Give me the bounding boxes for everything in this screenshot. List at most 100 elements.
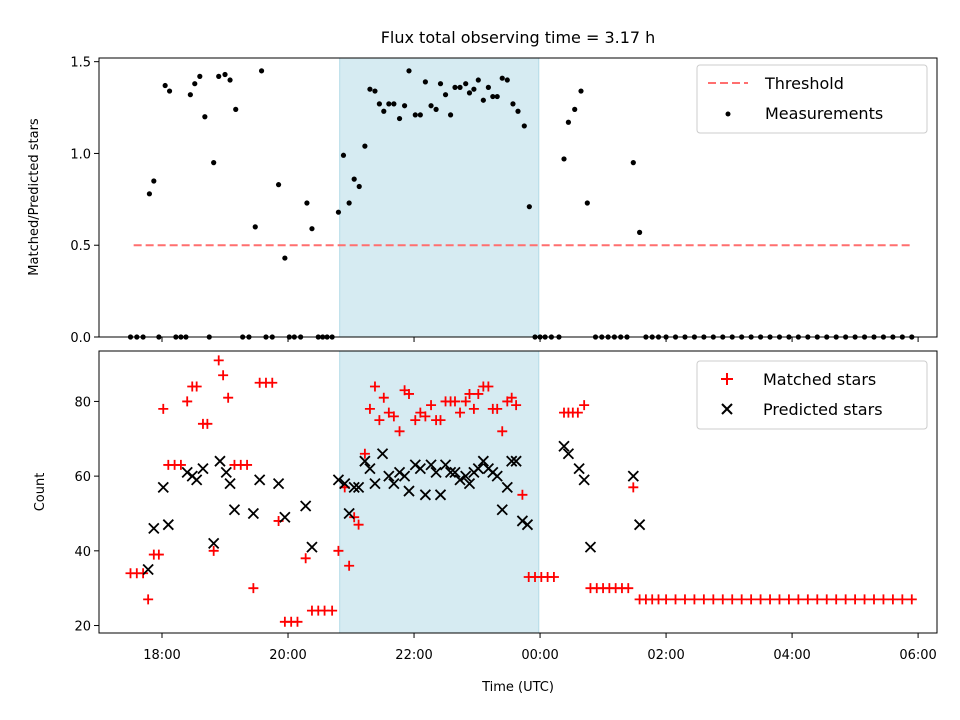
predicted-star-point <box>300 500 312 512</box>
bottom-legend-box <box>696 360 928 430</box>
bottom-panel: 20 40 60 80 18:00 20:00 22:00 00:00 02:00 04:00 0… <box>33 350 938 695</box>
matched-star-point <box>783 594 794 605</box>
matched-star-point <box>460 396 471 407</box>
predicted-star-point <box>393 466 406 479</box>
predicted-star-point <box>364 463 376 475</box>
matched-star-point <box>202 418 213 429</box>
measurement-point <box>578 88 584 94</box>
predicted-star-point <box>181 466 193 479</box>
matched-star-point <box>223 392 234 403</box>
matched-star-point <box>138 568 149 579</box>
matched-star-point <box>403 388 414 399</box>
matched-star-point <box>689 594 700 605</box>
matched-star-point <box>497 426 508 437</box>
bottom-xtick-label: 04:00 <box>773 648 810 663</box>
matched-star-point <box>679 594 690 605</box>
matched-star-point <box>717 594 728 605</box>
predicted-star-point <box>439 459 452 471</box>
top-ytick-label: 0.5 <box>70 239 91 254</box>
predicted-star-point <box>359 455 371 467</box>
top-x-axis <box>161 337 919 342</box>
matched-star-point <box>182 396 193 407</box>
matched-star-point <box>878 594 889 605</box>
matched-star-point <box>821 594 832 605</box>
measurement-point <box>526 204 532 210</box>
measurement-point <box>351 176 357 182</box>
predicted-star-point <box>409 459 421 471</box>
matched-star-point <box>765 594 776 605</box>
predicted-star-point <box>403 485 415 497</box>
predicted-star-point <box>454 474 466 486</box>
top-legend-box <box>696 64 928 134</box>
measurement-point <box>494 93 500 100</box>
legend-predicted-label: Predicted stars <box>763 400 883 419</box>
matched-star-point <box>248 583 259 594</box>
matched-star-point <box>906 594 917 605</box>
predicted-star-point <box>506 455 518 467</box>
measurement-point <box>412 112 418 118</box>
matched-star-point <box>579 400 590 411</box>
predicted-star-point <box>220 466 232 479</box>
measurement-point <box>452 84 458 90</box>
matched-star-point <box>369 381 380 392</box>
legend-threshold-label: Threshold <box>764 74 844 93</box>
matched-star-point <box>383 407 394 418</box>
measurement-point <box>367 86 373 92</box>
predicted-star-point <box>501 481 513 493</box>
measurement-point <box>437 81 444 87</box>
matched-star-point <box>158 403 169 414</box>
measurement-point <box>162 82 168 89</box>
measurement-point <box>490 93 496 100</box>
matched-star-point <box>887 594 898 605</box>
legend-measurements-swatch <box>725 111 731 117</box>
bottom-xtick-label: 02:00 <box>647 648 684 663</box>
matched-star-point <box>628 482 639 493</box>
matched-star-point <box>267 377 278 388</box>
measurement-point <box>521 123 527 129</box>
measurement-point <box>428 103 434 109</box>
measurement-point <box>216 73 222 79</box>
matched-star-point <box>708 594 719 605</box>
matched-star-point <box>483 381 494 392</box>
matched-star-point <box>812 594 823 605</box>
bottom-xtick-label: 18:00 <box>143 648 180 663</box>
measurement-point <box>433 106 439 112</box>
predicted-star-point <box>162 519 174 531</box>
measurement-point <box>146 191 153 197</box>
matched-star-point <box>394 426 405 437</box>
bottom-axes-frame <box>98 350 938 634</box>
measurement-point <box>463 81 469 87</box>
matched-star-point <box>191 381 202 392</box>
matched-star-point <box>374 415 385 426</box>
predicted-star-point <box>343 507 355 520</box>
measurement-point <box>401 103 408 109</box>
predicted-star-point <box>491 470 503 482</box>
matched-star-point <box>378 392 389 403</box>
predicted-star-point <box>472 463 484 475</box>
measurement-point <box>222 71 228 78</box>
measurement-point <box>309 226 315 232</box>
matched-star-point <box>698 594 709 605</box>
predicted-star-point <box>477 455 489 467</box>
matched-star-point <box>897 594 908 605</box>
matched-star-point <box>349 512 360 523</box>
predicted-star-point <box>414 463 426 475</box>
matched-star-point <box>511 400 522 411</box>
matched-star-point <box>327 605 338 616</box>
chart-title: Flux total observing time = 3.17 h <box>381 28 656 47</box>
matched-star-point <box>353 519 364 530</box>
predicted-star-point <box>627 470 639 482</box>
predicted-star-point <box>430 466 442 479</box>
top-ytick-label: 1.0 <box>70 147 91 162</box>
measurement-point <box>304 200 310 206</box>
predicted-star-point <box>191 474 203 486</box>
predicted-star-point <box>444 466 457 479</box>
matched-star-point <box>793 594 804 605</box>
measurement-point <box>233 106 239 112</box>
legend-measurements-label: Measurements <box>765 104 883 123</box>
measurement-point <box>396 115 403 122</box>
bottom-xtick-label: 00:00 <box>521 648 558 663</box>
predicted-star-point <box>197 463 209 475</box>
bottom-plot-area <box>125 355 917 627</box>
